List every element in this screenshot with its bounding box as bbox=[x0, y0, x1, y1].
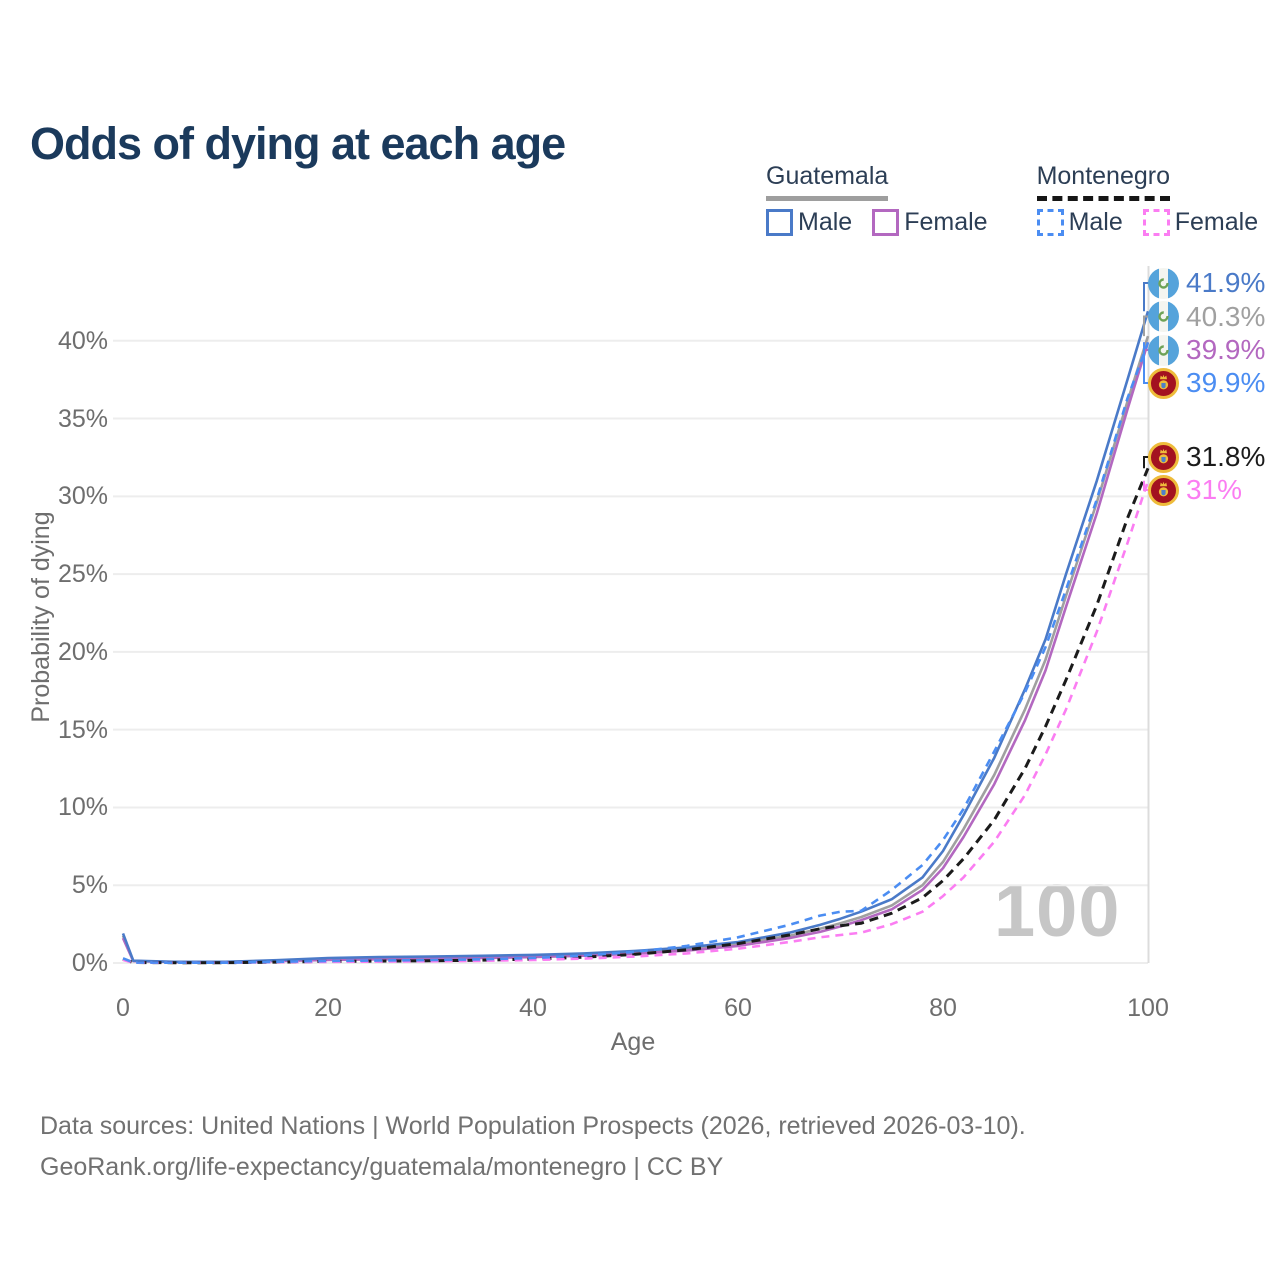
x-tick-label: 80 bbox=[929, 994, 957, 1022]
end-label-row: 40.3% bbox=[1148, 301, 1265, 333]
guatemala-flag-icon bbox=[1148, 301, 1179, 332]
end-label-value: 39.9% bbox=[1186, 367, 1266, 398]
series-line-guatemala-both[interactable] bbox=[121, 335, 1150, 964]
legend-label-guatemala-female[interactable]: Female bbox=[904, 208, 988, 236]
footer-attribution: GeoRank.org/life-expectancy/guatemala/mo… bbox=[40, 1153, 724, 1181]
y-tick-label: 35% bbox=[57, 404, 108, 433]
series-line-montenegro-female[interactable] bbox=[122, 480, 1150, 965]
montenegro-flag-icon bbox=[1148, 367, 1179, 399]
end-label-value: 41.9% bbox=[1186, 267, 1266, 298]
x-tick-label: 60 bbox=[724, 994, 752, 1022]
y-tick-label: 20% bbox=[57, 637, 108, 666]
legend-swatch-guatemala-female[interactable] bbox=[872, 209, 900, 236]
chart-legend: Guatemala Male Female Montenegro Male Fe… bbox=[766, 162, 1273, 237]
x-tick-label: 100 bbox=[1127, 994, 1169, 1022]
page-title: Odds of dying at each age bbox=[30, 118, 566, 170]
x-tick-label: 0 bbox=[116, 994, 130, 1022]
series-line-montenegro-male[interactable] bbox=[122, 341, 1150, 965]
legend-group-guatemala: Guatemala Male Female bbox=[766, 162, 1003, 237]
end-label-value: 31% bbox=[1186, 474, 1243, 505]
y-tick-label: 5% bbox=[71, 871, 108, 900]
end-label-row: 31.8% bbox=[1148, 441, 1265, 473]
montenegro-flag-icon bbox=[1148, 441, 1179, 473]
y-tick-label: 15% bbox=[57, 715, 108, 744]
series-line-montenegro-both[interactable] bbox=[122, 467, 1150, 965]
x-tick-label: 20 bbox=[314, 994, 342, 1022]
y-tick-label: 25% bbox=[57, 560, 108, 589]
series-line-guatemala-male[interactable] bbox=[121, 310, 1150, 964]
legend-country-montenegro[interactable]: Montenegro bbox=[1036, 162, 1170, 201]
y-axis-title: Probability of dying bbox=[27, 511, 55, 723]
y-tick-label: 0% bbox=[71, 949, 108, 977]
guatemala-flag-icon bbox=[1148, 267, 1179, 299]
y-tick-label: 10% bbox=[57, 793, 108, 822]
footer-sources: Data sources: United Nations | World Pop… bbox=[40, 1112, 1026, 1140]
legend-group-montenegro: Montenegro Male Female bbox=[1036, 162, 1274, 237]
end-label-row: 41.9% bbox=[1148, 267, 1265, 299]
guatemala-flag-icon bbox=[1148, 334, 1179, 366]
legend-country-guatemala[interactable]: Guatemala bbox=[766, 162, 889, 201]
legend-swatch-guatemala-male[interactable] bbox=[766, 209, 793, 236]
x-axis-title: Age bbox=[610, 1028, 656, 1056]
legend-swatch-montenegro-male[interactable] bbox=[1036, 209, 1064, 236]
x-tick-label: 40 bbox=[519, 994, 547, 1022]
end-label-value: 31.8% bbox=[1186, 441, 1266, 472]
end-label-value: 40.3% bbox=[1186, 300, 1266, 332]
legend-label-montenegro-male[interactable]: Male bbox=[1068, 208, 1123, 236]
legend-label-montenegro-female[interactable]: Female bbox=[1174, 208, 1259, 236]
end-label-row: 39.9% bbox=[1148, 367, 1265, 399]
legend-label-guatemala-male[interactable]: Male bbox=[798, 208, 853, 236]
end-label-value: 39.9% bbox=[1186, 334, 1266, 365]
y-tick-label: 30% bbox=[57, 482, 108, 511]
footer: Data sources: United Nations | World Pop… bbox=[40, 1106, 1026, 1188]
end-label-row: 39.9% bbox=[1148, 334, 1265, 366]
end-label-row: 31% bbox=[1148, 474, 1242, 506]
legend-items-montenegro: Male Female bbox=[1036, 208, 1274, 237]
legend-swatch-montenegro-female[interactable] bbox=[1142, 209, 1170, 236]
y-tick-label: 40% bbox=[57, 326, 108, 355]
montenegro-flag-icon bbox=[1148, 474, 1179, 506]
legend-items-guatemala: Male Female bbox=[766, 208, 1003, 237]
